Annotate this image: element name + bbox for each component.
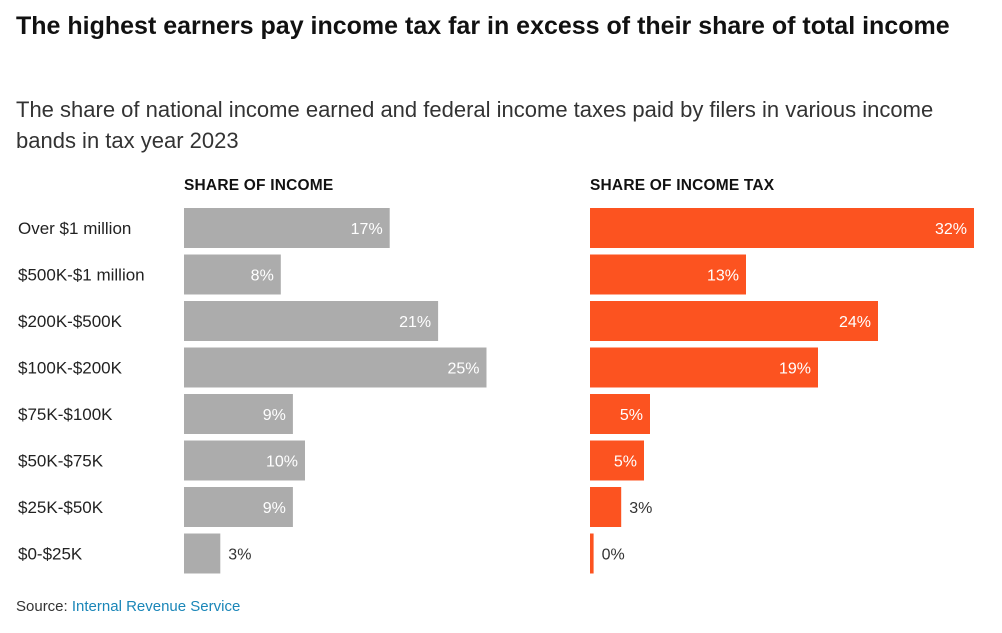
category-label-0-25k: $0-$25K <box>18 545 83 564</box>
tax-value-label-50k-75k: 5% <box>614 454 637 471</box>
income-value-label-50k-75k: 10% <box>266 454 298 471</box>
income-bar-0-25k <box>184 533 221 574</box>
income-bar-50k-75k <box>184 440 305 481</box>
tax-value-label-25k-50k: 3% <box>629 500 652 517</box>
tax-bar-over-1-million <box>590 208 974 248</box>
source-link[interactable]: Internal Revenue Service <box>71 598 241 615</box>
tax-bar-75k-100k <box>590 394 650 434</box>
income-bar-500k-1-million <box>184 254 281 295</box>
income-bar-100k-200k <box>184 347 487 388</box>
income-value-label-75k-100k: 9% <box>263 407 286 424</box>
tax-value-label-500k-1-million: 13% <box>707 268 739 285</box>
tax-bar-50k-75k <box>590 440 644 481</box>
income-panel-header: SHARE OF INCOME <box>184 177 334 194</box>
tax-value-label-100k-200k: 19% <box>779 361 811 378</box>
tax-bar-500k-1-million <box>590 254 746 295</box>
income-bar-25k-50k <box>184 487 293 527</box>
income-value-label-25k-50k: 9% <box>263 500 286 517</box>
category-label-50k-75k: $50K-$75K <box>18 452 104 471</box>
tax-panel-header: SHARE OF INCOME TAX <box>590 177 775 194</box>
tax-bar-200k-500k <box>590 301 878 341</box>
category-label-200k-500k: $200K-$500K <box>18 312 123 331</box>
income-value-label-100k-200k: 25% <box>447 361 479 378</box>
tax-value-label-200k-500k: 24% <box>839 314 871 331</box>
tax-value-label-0-25k: 0% <box>602 547 625 564</box>
tax-bar-0-25k <box>590 533 594 574</box>
source-label: Source: <box>16 598 68 615</box>
category-label-500k-1-million: $500K-$1 million <box>18 266 145 285</box>
income-bar-200k-500k <box>184 301 439 341</box>
income-bar-over-1-million <box>184 208 390 248</box>
tax-bar-25k-50k <box>590 487 622 527</box>
category-label-75k-100k: $75K-$100K <box>18 405 113 424</box>
chart-subtitle: The share of national income earned and … <box>16 97 934 153</box>
income-value-label-over-1-million: 17% <box>351 221 383 238</box>
income-value-label-200k-500k: 21% <box>399 314 431 331</box>
income-value-label-500k-1-million: 8% <box>251 268 274 285</box>
tax-value-label-over-1-million: 32% <box>935 221 967 238</box>
source-note: Source: Internal Revenue Service <box>16 598 240 615</box>
tax-bar-100k-200k <box>590 347 818 388</box>
category-label-100k-200k: $100K-$200K <box>18 359 123 378</box>
income-value-label-0-25k: 3% <box>228 547 251 564</box>
income-bar-75k-100k <box>184 394 293 434</box>
category-label-25k-50k: $25K-$50K <box>18 498 104 517</box>
category-label-over-1-million: Over $1 million <box>18 219 131 238</box>
chart-title: The highest earners pay income tax far i… <box>16 12 950 40</box>
tax-value-label-75k-100k: 5% <box>620 407 643 424</box>
